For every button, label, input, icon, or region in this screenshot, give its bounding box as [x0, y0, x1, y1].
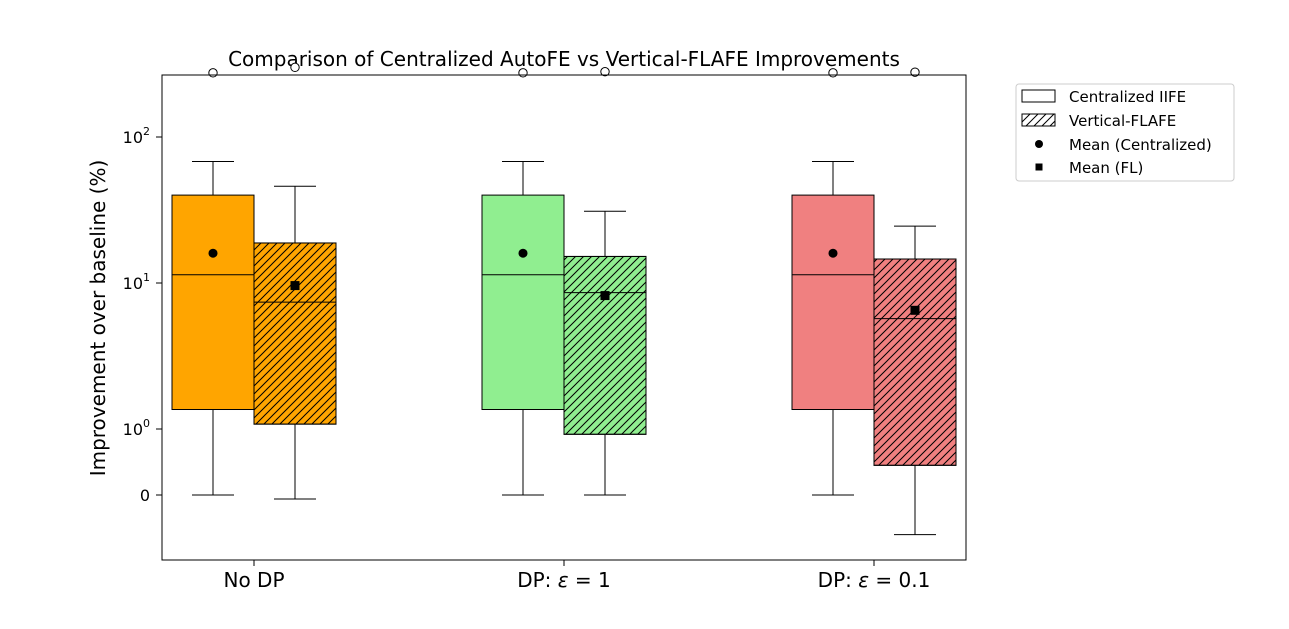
y-tick-label-0: 0 [140, 486, 150, 505]
outlier-central-g1-0 [518, 68, 528, 78]
outlier-fl-g2-0 [910, 67, 920, 77]
x-axis: No DP DP: ε = 1 DP: ε = 0.1 [223, 560, 930, 592]
x-tick-label-2: DP: ε = 0.1 [818, 568, 931, 592]
mean-fl-g2 [910, 305, 920, 315]
outlier-central-g0-0 [208, 68, 218, 78]
y-axis: 0 100 101 102 [123, 125, 162, 505]
mean-central-g2 [828, 248, 838, 258]
y-tick-label-3: 102 [123, 125, 150, 147]
legend-label-mean-fl: Mean (FL) [1069, 159, 1143, 177]
legend-swatch-fl-hatch [1021, 113, 1056, 127]
box-hatch-fl-g1 [563, 255, 647, 435]
legend-label-mean-centralized: Mean (Centralized) [1069, 136, 1212, 154]
legend-label-centralized: Centralized IIFE [1069, 88, 1186, 106]
legend-label-fl: Vertical-FLAFE [1069, 112, 1176, 130]
plot-area [171, 62, 957, 536]
legend-swatch-centralized [1021, 89, 1056, 103]
outlier-fl-g1-0 [600, 67, 610, 77]
box-central-g2 [791, 194, 875, 411]
mean-central-g0 [208, 248, 218, 258]
chart-title: Comparison of Centralized AutoFE vs Vert… [228, 47, 900, 71]
box-central-g1 [481, 194, 565, 411]
legend-frame [1015, 83, 1235, 182]
outlier-fl-g0-0 [290, 62, 300, 73]
mean-fl-g0 [290, 281, 300, 291]
box-central-g0 [171, 194, 255, 411]
legend-marker-mean-fl [1035, 163, 1043, 171]
y-tick-label-1: 100 [123, 417, 150, 439]
mean-central-g1 [518, 248, 528, 258]
x-tick-label-0: No DP [223, 568, 284, 592]
y-axis-label: Improvement over baseline (%) [86, 160, 110, 477]
x-tick-label-1: DP: ε = 1 [517, 568, 611, 592]
box-hatch-fl-g0 [253, 242, 337, 425]
legend-marker-mean-centralized [1035, 140, 1043, 148]
legend: Centralized IIFE Vertical-FLAFE Mean (Ce… [1015, 83, 1235, 182]
y-tick-label-2: 101 [123, 271, 150, 293]
box-hatch-fl-g2 [873, 258, 957, 466]
mean-fl-g1 [600, 291, 610, 301]
outlier-central-g2-0 [828, 68, 838, 78]
